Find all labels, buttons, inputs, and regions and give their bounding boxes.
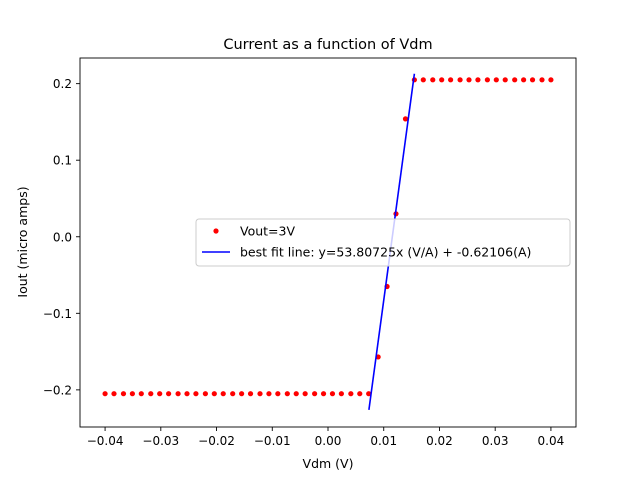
y-tick-label: 0.2 <box>53 77 72 91</box>
data-point <box>466 77 472 83</box>
data-point <box>138 391 144 397</box>
data-point <box>293 391 299 397</box>
data-point <box>284 391 290 397</box>
legend-label-vout-3v: Vout=3V <box>240 224 295 239</box>
y-tick-label: 0.0 <box>53 230 72 244</box>
data-point <box>120 391 127 397</box>
x-tick-label: 0.04 <box>538 434 565 448</box>
data-point <box>366 391 372 397</box>
legend-marker-vout-3v <box>213 228 219 234</box>
legend-label-best-fit: best fit line: y=53.80725x (V/A) + -0.62… <box>240 245 531 260</box>
data-point <box>329 391 336 397</box>
data-point <box>175 391 181 397</box>
x-tick-label: 0.00 <box>315 434 342 448</box>
data-point <box>320 391 327 397</box>
data-point <box>275 391 281 397</box>
data-point <box>157 391 163 397</box>
data-point <box>148 391 154 397</box>
data-point <box>184 391 190 397</box>
data-point <box>430 77 436 83</box>
data-point <box>211 391 217 397</box>
data-point <box>448 77 454 83</box>
data-point <box>166 391 172 397</box>
x-tick-label: 0.03 <box>482 434 509 448</box>
y-tick-label: −0.2 <box>43 383 72 397</box>
data-point <box>502 77 508 83</box>
data-point <box>266 391 272 397</box>
data-point <box>102 391 108 397</box>
legend-box <box>195 218 571 267</box>
data-point <box>348 391 354 397</box>
legend: Vout=3V best fit line: y=53.80725x (V/A) … <box>195 218 571 267</box>
y-axis: −0.2 −0.1 0.0 0.1 0.2 <box>43 77 80 397</box>
data-point <box>493 77 499 83</box>
x-axis-label: Vdm (V) <box>303 456 354 471</box>
x-tick-label: 0.01 <box>370 434 397 448</box>
data-point <box>457 77 463 83</box>
y-tick-label: −0.1 <box>43 307 72 321</box>
data-point <box>512 77 518 83</box>
data-point <box>220 391 226 397</box>
data-point <box>475 77 481 83</box>
x-tick-label: −0.02 <box>198 434 235 448</box>
data-point <box>439 77 445 83</box>
data-point <box>239 391 245 397</box>
data-point <box>402 116 409 122</box>
data-point <box>539 77 545 83</box>
data-point <box>257 391 263 397</box>
y-axis-label: Iout (micro amps) <box>15 186 30 297</box>
data-point <box>230 391 236 397</box>
data-point <box>484 77 490 83</box>
x-tick-label: −0.04 <box>87 434 124 448</box>
data-point <box>129 391 135 397</box>
data-point <box>302 391 308 397</box>
data-point <box>548 77 554 83</box>
chart-title: Current as a function of Vdm <box>223 37 432 53</box>
data-point <box>521 77 527 83</box>
data-point <box>193 391 199 397</box>
x-axis: −0.04 −0.03 −0.02 −0.01 0.00 0.01 0.02 0.03 0.04 <box>87 427 565 448</box>
data-point <box>338 391 344 397</box>
data-point <box>247 391 254 397</box>
x-tick-label: −0.01 <box>254 434 291 448</box>
x-tick-label: 0.02 <box>426 434 453 448</box>
data-point <box>111 391 117 397</box>
x-tick-label: −0.03 <box>142 434 179 448</box>
data-point <box>202 391 208 397</box>
data-point <box>357 391 363 397</box>
data-point <box>312 391 318 397</box>
y-tick-label: 0.1 <box>53 154 72 168</box>
data-point <box>420 77 426 83</box>
data-point <box>529 77 536 83</box>
